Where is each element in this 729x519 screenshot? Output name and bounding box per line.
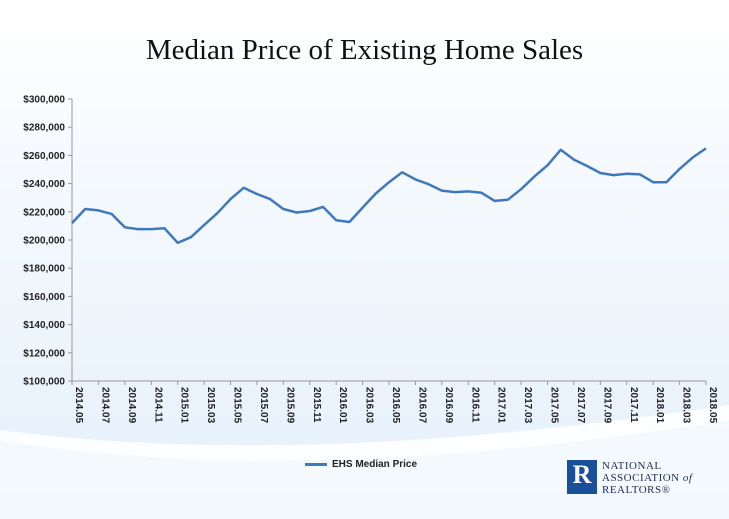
legend-label: EHS Median Price [332, 459, 418, 470]
legend-swatch [305, 463, 327, 466]
x-tick-label: 2015.11 [311, 387, 322, 423]
y-tick-label: $120,000 [23, 348, 65, 359]
x-tick-label: 2017.01 [496, 387, 507, 424]
x-tick-label: 2014.11 [152, 387, 163, 423]
nar-logo: R NATIONAL ASSOCIATION of REALTORS® [567, 460, 692, 496]
x-tick-label: 2015.01 [179, 387, 190, 424]
x-tick-label: 2016.05 [390, 387, 401, 424]
y-tick-label: $140,000 [23, 320, 65, 331]
x-tick-label: 2015.07 [258, 387, 269, 424]
x-tick-label: 2018.05 [707, 387, 718, 424]
y-tick-label: $160,000 [23, 292, 65, 303]
series-line-ehs-median-price [71, 147, 707, 245]
x-tick-label: 2014.05 [73, 387, 84, 424]
legend: EHS Median Price [305, 459, 417, 470]
y-tick-label: $260,000 [23, 151, 65, 162]
x-tick-label: 2014.07 [99, 387, 110, 424]
x-tick-label: 2016.03 [364, 387, 375, 424]
y-tick-label: $240,000 [23, 179, 65, 190]
x-tick-label: 2017.09 [601, 387, 612, 424]
x-tick-label: 2014.09 [126, 387, 137, 424]
chart-title: Median Price of Existing Home Sales [145, 34, 584, 66]
x-tick-label: 2016.11 [469, 387, 480, 423]
x-tick-label: 2016.07 [416, 387, 427, 424]
x-tick-label: 2016.01 [337, 387, 348, 424]
y-tick-label: $280,000 [23, 123, 65, 134]
y-tick-label: $220,000 [23, 207, 65, 218]
x-tick-label: 2016.09 [443, 387, 454, 424]
y-tick-label: $200,000 [23, 236, 65, 247]
x-tick-label: 2017.03 [522, 387, 533, 424]
x-tick-label: 2017.07 [575, 387, 586, 424]
realtor-r-mark: R [567, 460, 597, 494]
x-tick-label: 2015.05 [232, 387, 243, 424]
y-tick-label: $100,000 [23, 377, 65, 388]
x-tick-label: 2017.05 [549, 387, 560, 424]
y-tick-label: $180,000 [23, 264, 65, 275]
y-tick-label: $300,000 [23, 95, 65, 106]
x-tick-label: 2018.01 [654, 387, 665, 424]
x-tick-label: 2017.11 [628, 387, 639, 423]
logo-text: NATIONAL ASSOCIATION of REALTORS® [602, 460, 693, 496]
x-tick-label: 2018.03 [681, 387, 692, 424]
x-tick-label: 2015.09 [284, 387, 295, 424]
x-tick-label: 2015.03 [205, 387, 216, 424]
